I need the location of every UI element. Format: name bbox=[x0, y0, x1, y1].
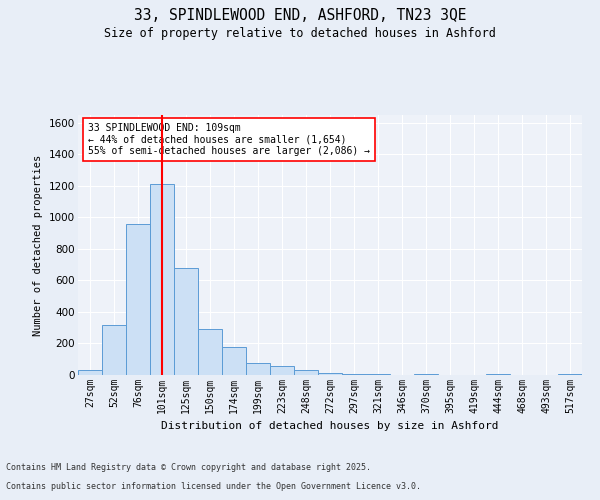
X-axis label: Distribution of detached houses by size in Ashford: Distribution of detached houses by size … bbox=[161, 422, 499, 432]
Text: Contains HM Land Registry data © Crown copyright and database right 2025.: Contains HM Land Registry data © Crown c… bbox=[6, 464, 371, 472]
Bar bbox=[318, 374, 342, 375]
Bar bbox=[414, 374, 438, 375]
Text: Contains public sector information licensed under the Open Government Licence v3: Contains public sector information licen… bbox=[6, 482, 421, 491]
Bar bbox=[246, 363, 270, 375]
Text: 33 SPINDLEWOOD END: 109sqm
← 44% of detached houses are smaller (1,654)
55% of s: 33 SPINDLEWOOD END: 109sqm ← 44% of deta… bbox=[88, 123, 370, 156]
Bar bbox=[102, 326, 126, 375]
Bar bbox=[150, 184, 174, 375]
Bar bbox=[126, 224, 150, 375]
Bar bbox=[558, 374, 582, 375]
Bar bbox=[222, 348, 246, 375]
Bar bbox=[270, 366, 294, 375]
Bar bbox=[294, 370, 318, 375]
Text: Size of property relative to detached houses in Ashford: Size of property relative to detached ho… bbox=[104, 28, 496, 40]
Bar bbox=[198, 330, 222, 375]
Bar bbox=[366, 374, 390, 375]
Bar bbox=[174, 268, 198, 375]
Y-axis label: Number of detached properties: Number of detached properties bbox=[34, 154, 43, 336]
Bar bbox=[486, 374, 510, 375]
Bar bbox=[342, 374, 366, 375]
Bar bbox=[78, 370, 102, 375]
Text: 33, SPINDLEWOOD END, ASHFORD, TN23 3QE: 33, SPINDLEWOOD END, ASHFORD, TN23 3QE bbox=[134, 8, 466, 22]
